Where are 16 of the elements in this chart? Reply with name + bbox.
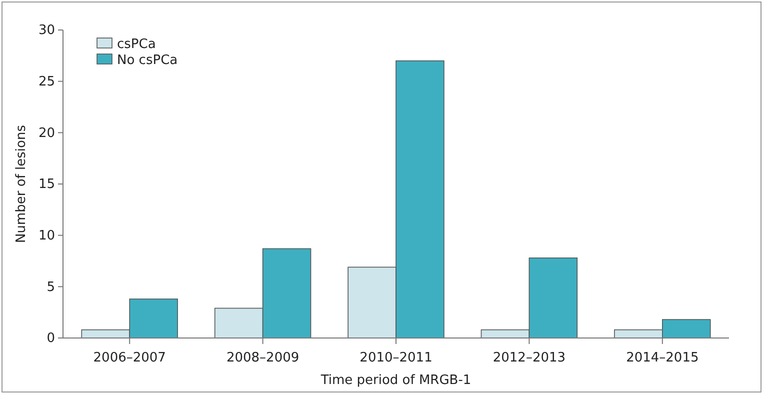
x-tick-label: 2010–2011 bbox=[360, 350, 432, 366]
x-tick-label: 2008–2009 bbox=[226, 350, 300, 366]
y-tick-label: 20 bbox=[38, 126, 55, 141]
y-tick-label: 10 bbox=[38, 228, 55, 244]
y-tick-label: 25 bbox=[38, 74, 55, 90]
x-tick-label: 2012–2013 bbox=[492, 350, 566, 366]
legend-label: No csPCa bbox=[117, 53, 178, 68]
x-tick-label: 2014–2015 bbox=[626, 350, 699, 366]
x-axis-title: Time period of MRGB-1 bbox=[320, 373, 472, 388]
y-tick-label: 5 bbox=[46, 280, 55, 295]
y-tick-label: 0 bbox=[46, 331, 55, 346]
y-tick-label: 15 bbox=[38, 177, 55, 192]
x-tick-label: 2006–2007 bbox=[93, 350, 166, 366]
legend-label: csPCa bbox=[117, 37, 156, 52]
y-axis-title: Number of lesions bbox=[14, 124, 29, 243]
y-tick-label: 30 bbox=[38, 23, 55, 38]
